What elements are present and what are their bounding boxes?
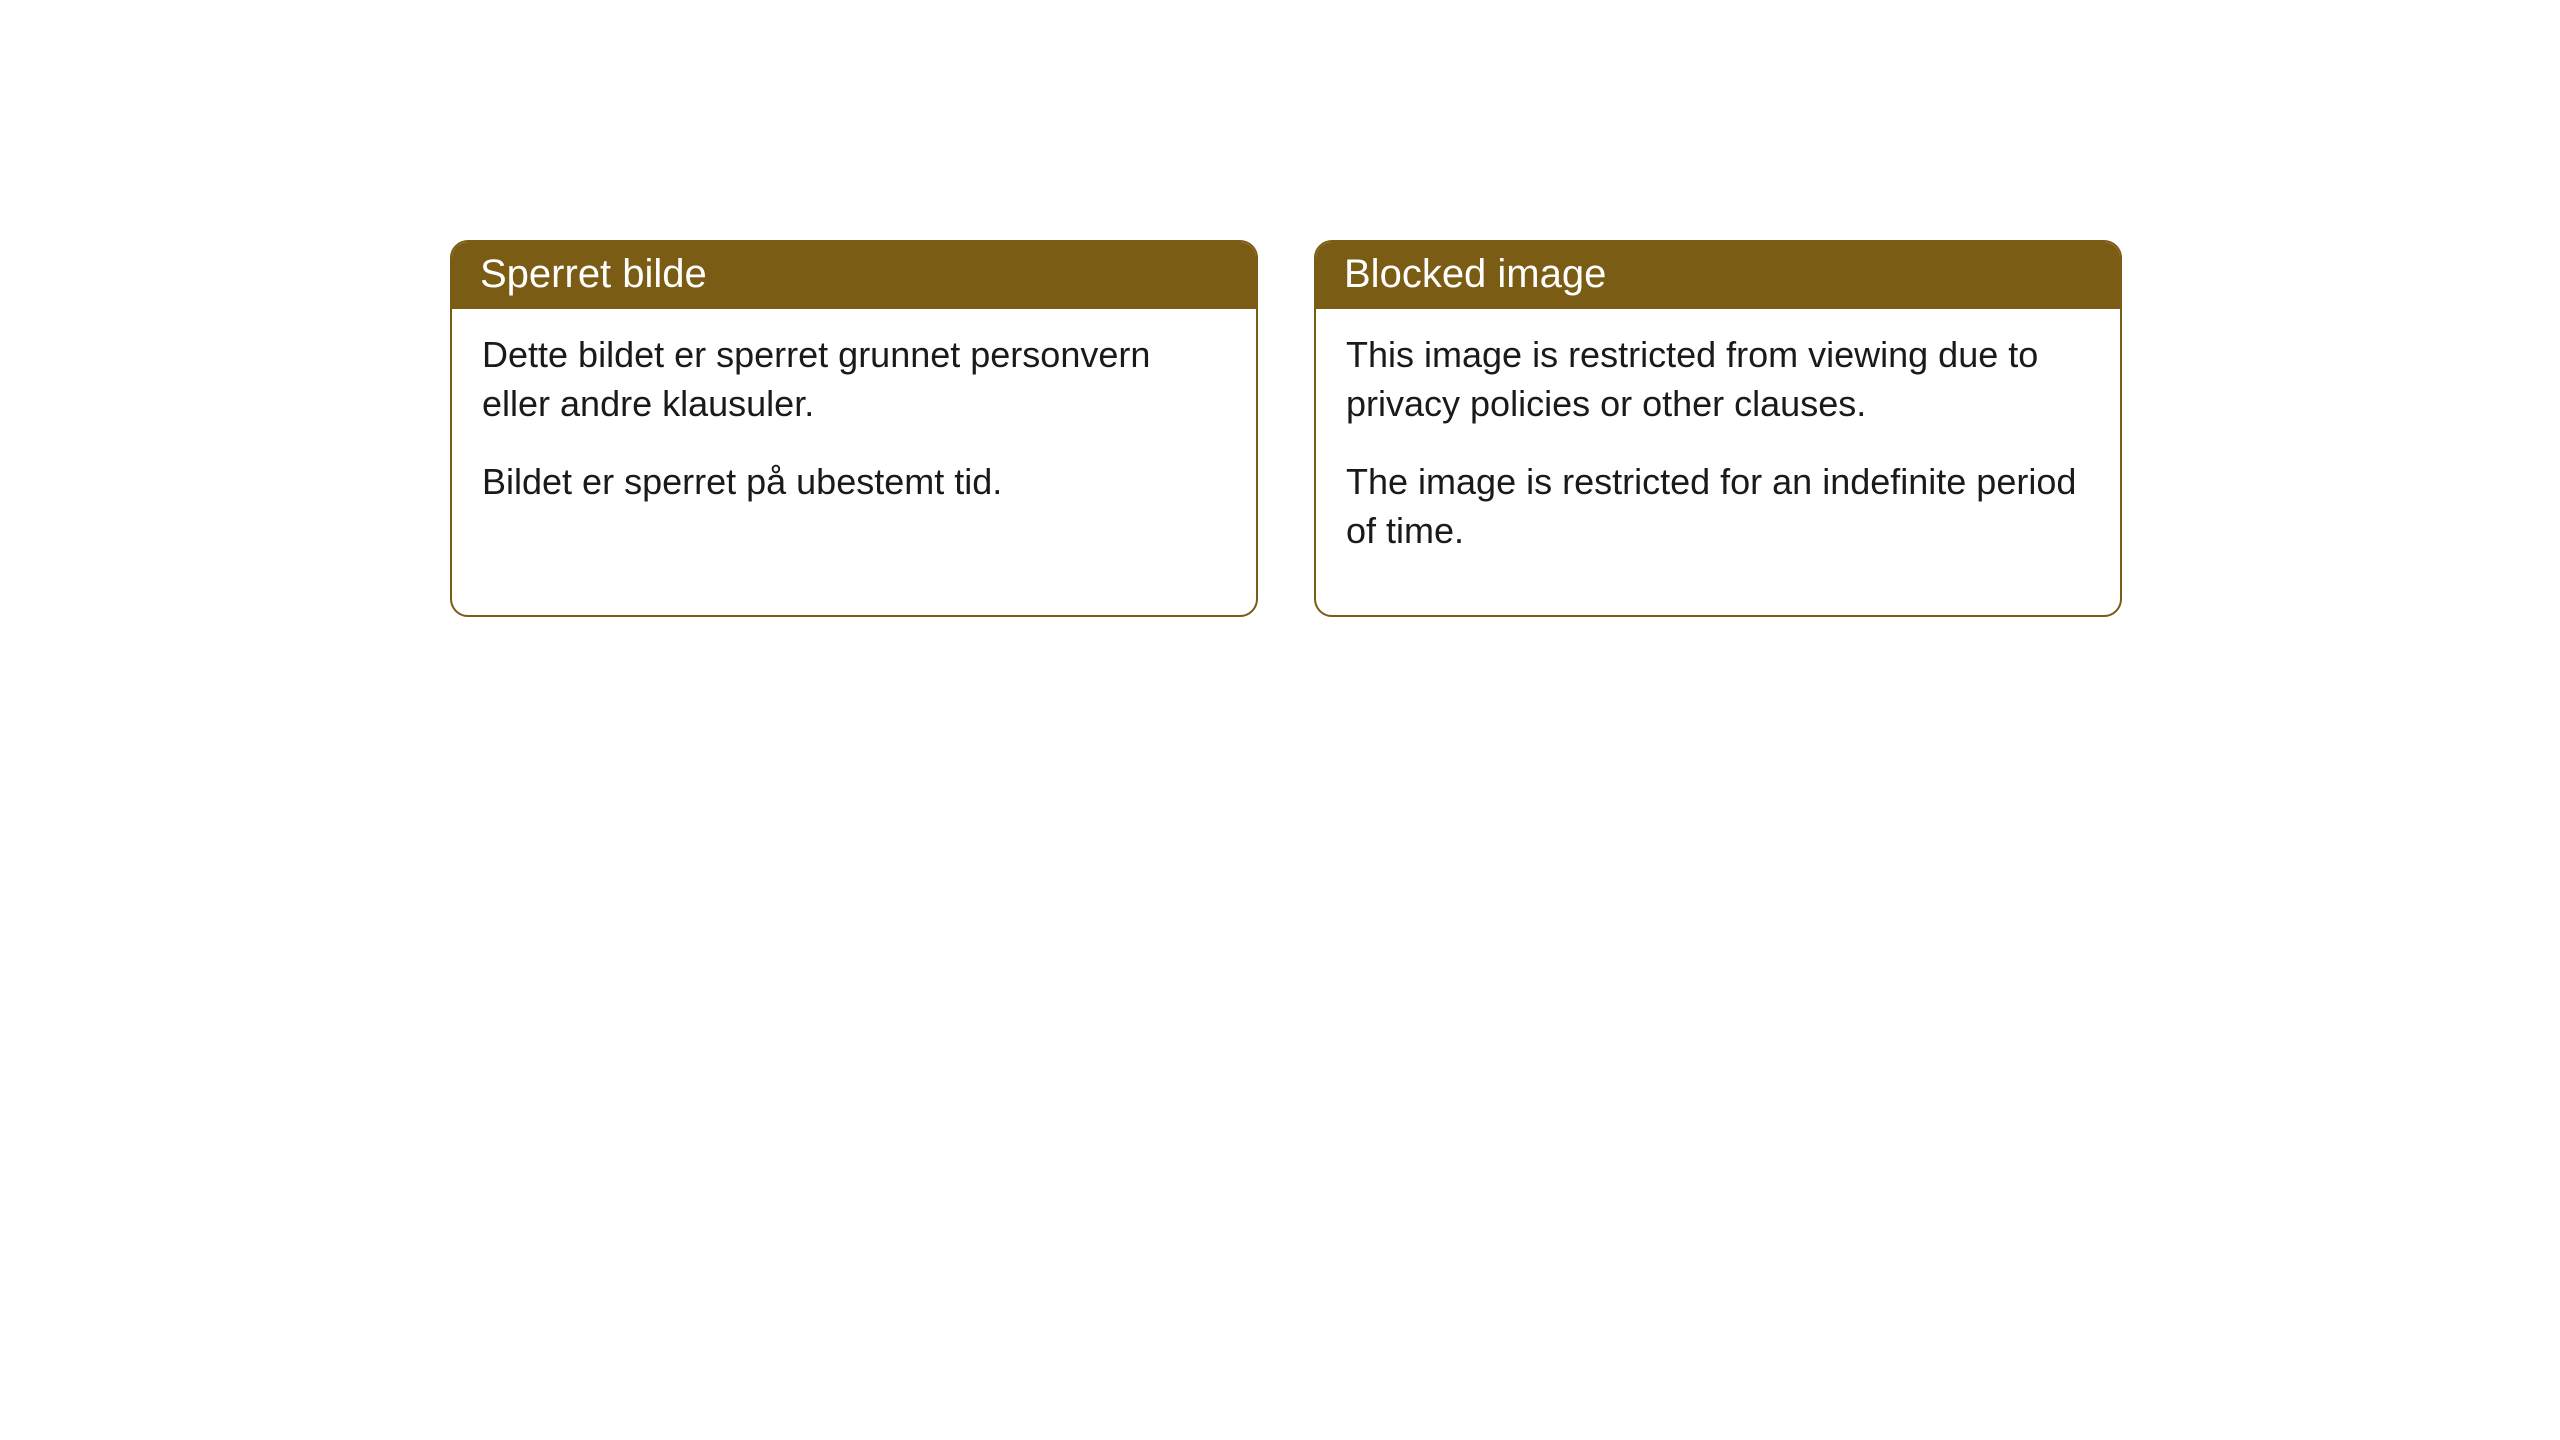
cards-container: Sperret bilde Dette bildet er sperret gr… [450, 240, 2122, 617]
card-title-no: Sperret bilde [480, 252, 707, 296]
blocked-image-card-no: Sperret bilde Dette bildet er sperret gr… [450, 240, 1258, 617]
card-header-en: Blocked image [1316, 242, 2120, 309]
card-paragraph2-no: Bildet er sperret på ubestemt tid. [482, 458, 1226, 507]
card-paragraph1-en: This image is restricted from viewing du… [1346, 331, 2090, 428]
card-paragraph1-no: Dette bildet er sperret grunnet personve… [482, 331, 1226, 428]
blocked-image-card-en: Blocked image This image is restricted f… [1314, 240, 2122, 617]
card-header-no: Sperret bilde [452, 242, 1256, 309]
card-body-no: Dette bildet er sperret grunnet personve… [452, 309, 1256, 567]
card-paragraph2-en: The image is restricted for an indefinit… [1346, 458, 2090, 555]
card-body-en: This image is restricted from viewing du… [1316, 309, 2120, 615]
card-title-en: Blocked image [1344, 252, 1606, 296]
